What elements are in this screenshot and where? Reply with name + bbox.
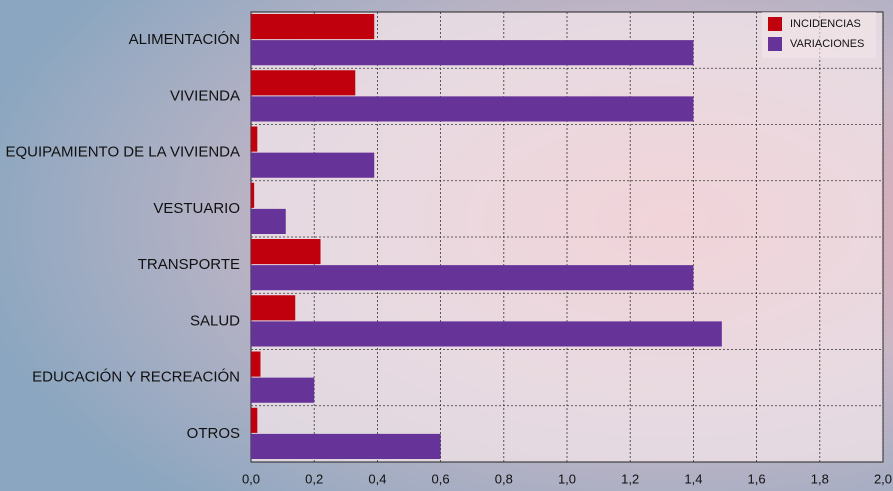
bar bbox=[251, 321, 722, 347]
x-tick-label: 1,4 bbox=[684, 471, 702, 486]
y-tick-label: SALUD bbox=[190, 312, 240, 329]
bar bbox=[251, 40, 694, 66]
x-tick-label: 1,8 bbox=[811, 471, 829, 486]
y-tick-label: OTROS bbox=[187, 425, 240, 442]
x-tick-label: 1,0 bbox=[558, 471, 576, 486]
y-tick-label: EDUCACIÓN Y RECREACIÓN bbox=[32, 369, 240, 386]
bar bbox=[251, 239, 321, 265]
bar bbox=[251, 295, 296, 321]
bar bbox=[251, 407, 258, 433]
x-tick-label: 0,0 bbox=[242, 471, 260, 486]
x-tick-label: 1,6 bbox=[748, 471, 766, 486]
x-tick-label: 0,4 bbox=[368, 471, 386, 486]
bar bbox=[251, 70, 356, 96]
x-tick-label: 0,6 bbox=[432, 471, 450, 486]
y-tick-label: EQUIPAMIENTO DE LA VIVIENDA bbox=[5, 144, 240, 161]
y-tick-label: VIVIENDA bbox=[170, 87, 240, 104]
bar bbox=[251, 126, 258, 152]
legend-swatch bbox=[768, 17, 782, 31]
legend-label: INCIDENCIAS bbox=[790, 18, 861, 30]
bar bbox=[251, 96, 694, 122]
legend-swatch bbox=[768, 37, 782, 51]
x-tick-label: 0,2 bbox=[305, 471, 323, 486]
bar bbox=[251, 433, 441, 459]
bar bbox=[251, 152, 375, 178]
y-tick-label: TRANSPORTE bbox=[138, 256, 240, 273]
x-tick-label: 1,2 bbox=[621, 471, 639, 486]
bar bbox=[251, 377, 315, 403]
y-tick-label: ALIMENTACIÓN bbox=[129, 31, 240, 48]
bar bbox=[251, 265, 694, 291]
bar bbox=[251, 14, 375, 40]
bar bbox=[251, 351, 261, 377]
legend-label: VARIACIONES bbox=[790, 38, 864, 50]
bar bbox=[251, 182, 255, 208]
y-tick-label: VESTUARIO bbox=[153, 200, 240, 217]
bar bbox=[251, 208, 286, 234]
x-tick-label: 0,8 bbox=[495, 471, 513, 486]
x-tick-label: 2,0 bbox=[874, 471, 892, 486]
